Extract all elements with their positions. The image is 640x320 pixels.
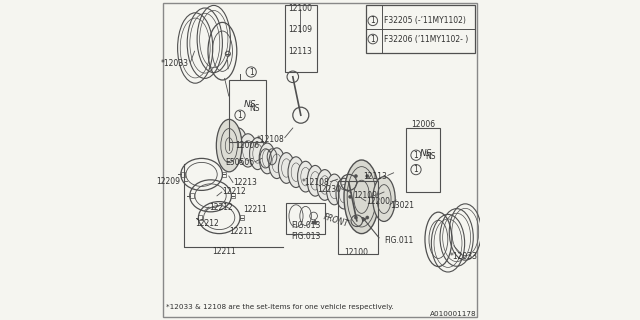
Text: 1: 1	[413, 151, 419, 160]
Text: FIG.013: FIG.013	[291, 221, 320, 230]
Text: *12033: *12033	[450, 252, 478, 261]
Text: 12211: 12211	[243, 205, 267, 214]
Ellipse shape	[216, 119, 242, 172]
Ellipse shape	[346, 182, 362, 214]
Text: 12006: 12006	[235, 141, 259, 150]
Bar	[366, 5, 475, 53]
Bar	[338, 181, 378, 254]
Ellipse shape	[344, 160, 380, 234]
Ellipse shape	[372, 177, 396, 221]
Text: 12006: 12006	[411, 120, 435, 129]
Circle shape	[365, 216, 369, 219]
Text: *12108: *12108	[302, 178, 330, 187]
Text: A010001178: A010001178	[429, 311, 476, 317]
Ellipse shape	[250, 138, 266, 170]
Text: FIG.011: FIG.011	[384, 236, 413, 245]
Bar	[232, 193, 236, 198]
Ellipse shape	[278, 153, 294, 183]
Ellipse shape	[288, 157, 304, 188]
Ellipse shape	[307, 165, 323, 196]
Text: FRONT: FRONT	[322, 212, 349, 228]
Text: 1: 1	[413, 165, 419, 174]
Ellipse shape	[269, 148, 285, 179]
Text: 1: 1	[371, 35, 375, 44]
Text: *12108: *12108	[257, 135, 285, 144]
Text: 12212: 12212	[223, 188, 246, 196]
Bar	[287, 203, 324, 234]
Text: *12033 & 12108 are the set-items for one vehicle respectively.: *12033 & 12108 are the set-items for one…	[166, 304, 394, 309]
Ellipse shape	[326, 174, 342, 205]
Text: *12033: *12033	[161, 59, 189, 68]
Circle shape	[365, 174, 369, 178]
Ellipse shape	[336, 178, 352, 209]
Text: NS: NS	[425, 152, 436, 161]
Text: NS: NS	[244, 100, 257, 109]
Bar	[406, 128, 440, 192]
Text: 12211: 12211	[229, 227, 253, 236]
Bar	[189, 193, 193, 198]
Text: 1: 1	[249, 68, 253, 76]
Text: E50506: E50506	[225, 158, 254, 167]
Text: 12109: 12109	[288, 25, 312, 34]
Ellipse shape	[259, 143, 275, 174]
Circle shape	[371, 195, 374, 198]
Ellipse shape	[298, 161, 314, 192]
Text: 12209: 12209	[156, 177, 180, 186]
Bar	[181, 172, 185, 177]
Ellipse shape	[230, 128, 248, 163]
Circle shape	[355, 174, 358, 178]
Text: 12113: 12113	[288, 47, 312, 56]
Text: F32205 (-’11MY1102): F32205 (-’11MY1102)	[385, 16, 466, 25]
Text: 12100: 12100	[288, 4, 312, 12]
Text: NS: NS	[420, 149, 433, 158]
Text: 12212: 12212	[195, 220, 219, 228]
Text: 12200: 12200	[366, 197, 390, 206]
Text: 12113: 12113	[364, 172, 387, 180]
Bar	[285, 5, 317, 72]
Text: 13021: 13021	[390, 201, 415, 210]
Ellipse shape	[317, 170, 333, 200]
Ellipse shape	[239, 134, 257, 167]
Text: 12211: 12211	[212, 247, 236, 256]
Text: FIG.013: FIG.013	[291, 232, 320, 241]
Text: 12100: 12100	[344, 248, 368, 257]
Text: 1: 1	[237, 111, 243, 120]
Circle shape	[349, 195, 352, 198]
Bar	[229, 80, 266, 142]
Text: 12230: 12230	[317, 185, 340, 194]
Text: NS: NS	[249, 104, 260, 113]
Bar	[223, 172, 227, 177]
Bar	[198, 215, 202, 220]
Text: 12213: 12213	[234, 178, 257, 187]
Circle shape	[355, 216, 358, 219]
Text: 1: 1	[371, 16, 375, 25]
Text: 12109: 12109	[354, 191, 378, 200]
Text: 12212: 12212	[210, 203, 234, 212]
Text: F32206 (’11MY1102- ): F32206 (’11MY1102- )	[385, 35, 468, 44]
Bar	[240, 215, 244, 220]
